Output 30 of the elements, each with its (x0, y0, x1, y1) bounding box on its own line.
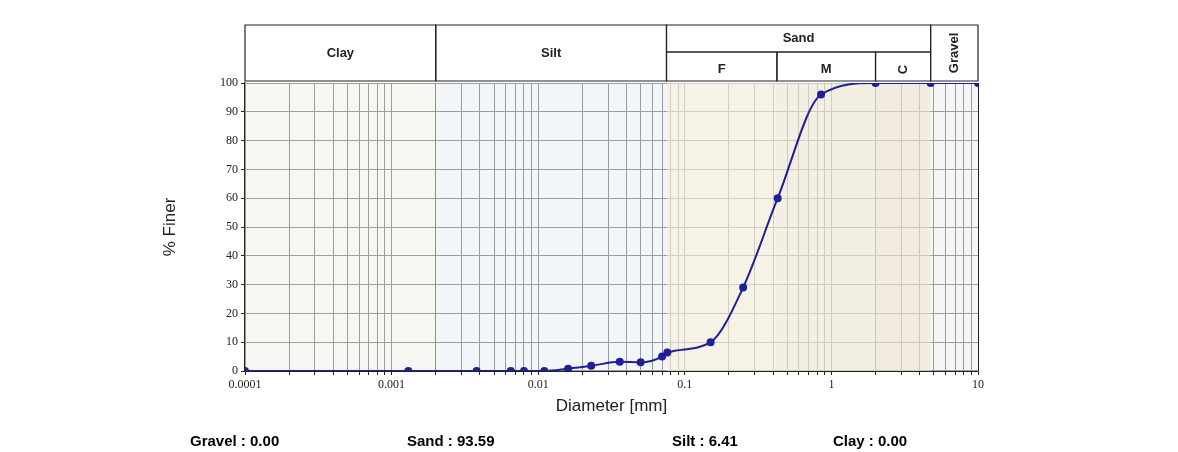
text: Silt : 6.41 (672, 432, 738, 449)
x-tick-label: 10 (972, 377, 984, 392)
y-tick-label: 30 (226, 276, 238, 291)
band-label: Clay (326, 44, 355, 60)
band-label: C (894, 64, 910, 75)
x-tick-label: 0.1 (677, 377, 693, 392)
y-tick-label: 10 (226, 334, 238, 349)
y-tick-label: 40 (226, 247, 238, 262)
text: Clay : 0.00 (833, 432, 908, 449)
x-axis-title: Diameter [mm] (555, 396, 668, 416)
x-tick-label: 0.001 (378, 377, 406, 392)
y-tick-label: 80 (226, 132, 238, 147)
x-tick-label: 0.0001 (228, 377, 262, 392)
text: Sand : 93.59 (407, 432, 495, 449)
y-axis-title: % Finer (159, 197, 179, 257)
y-tick-label: 60 (226, 190, 238, 205)
y-tick-label: 0 (232, 363, 238, 378)
y-tick-label: 70 (226, 161, 238, 176)
x-tick-label: 1 (828, 377, 835, 392)
text: Gravel : 0.00 (190, 432, 280, 449)
band-label: M (820, 61, 832, 77)
band-label: F (717, 61, 726, 77)
band-label: Gravel (945, 32, 961, 74)
band-label: Sand (782, 30, 815, 46)
x-tick-label: 0.01 (527, 377, 549, 392)
y-tick-label: 90 (226, 103, 238, 118)
y-tick-label: 50 (226, 219, 238, 234)
y-tick-label: 100 (220, 75, 238, 90)
band-label: Silt (540, 44, 562, 60)
y-tick-label: 20 (226, 305, 238, 320)
